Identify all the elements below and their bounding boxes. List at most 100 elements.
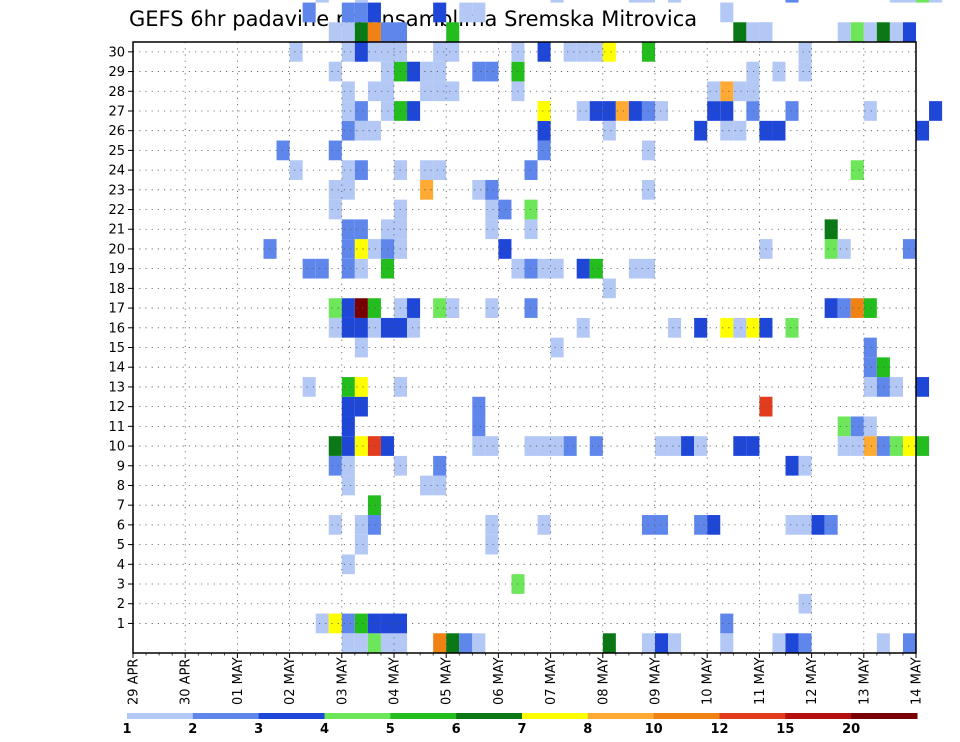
- heatmap-cell: [341, 455, 355, 476]
- heatmap-cell: [850, 160, 864, 180]
- heatmap-cell: [720, 101, 734, 121]
- heatmap-cell: [354, 42, 368, 62]
- heatmap-cell: [694, 120, 708, 141]
- heatmap-cell: [354, 317, 368, 338]
- heatmap-cell: [550, 258, 564, 279]
- heatmap-cell: [485, 61, 499, 82]
- heatmap-cell: [655, 515, 669, 535]
- heatmap-cell: [563, 42, 577, 62]
- colorbar-label: 6: [452, 722, 461, 737]
- heatmap-cell: [472, 396, 486, 417]
- heatmap-cell: [655, 436, 669, 456]
- y-tick-label: 28: [108, 85, 125, 100]
- colorbar-label: 4: [320, 722, 329, 737]
- heatmap-cell: [341, 396, 355, 417]
- heatmap-cell: [341, 416, 355, 437]
- heatmap-cell: [863, 22, 877, 42]
- heatmap-cell: [380, 633, 394, 653]
- heatmap-cell: [354, 22, 368, 42]
- x-tick-label: 03 MAY: [335, 657, 350, 705]
- heatmap-cell: [485, 298, 499, 318]
- heatmap-cell: [315, 0, 329, 3]
- heatmap-cell: [863, 357, 877, 378]
- heatmap-cell: [498, 199, 512, 220]
- colorbar-label: 7: [517, 722, 526, 737]
- heatmap-cell: [681, 436, 695, 456]
- heatmap-cell: [341, 2, 355, 23]
- heatmap-cell: [837, 416, 851, 437]
- y-tick-label: 23: [108, 183, 125, 198]
- heatmap-cell: [902, 436, 916, 456]
- heatmap-cell: [863, 298, 877, 318]
- heatmap-cell: [576, 258, 590, 279]
- heatmap-cell: [354, 219, 368, 240]
- heatmap-cell: [498, 239, 512, 259]
- heatmap-cell: [589, 258, 603, 279]
- y-axis-ticks: 1234567891011121314151617181920212223242…: [108, 45, 133, 632]
- heatmap-cell: [746, 22, 760, 42]
- heatmap-cell: [576, 317, 590, 338]
- heatmap-cell: [628, 0, 642, 3]
- heatmap-cell: [824, 219, 838, 240]
- heatmap-cell: [902, 239, 916, 259]
- y-tick-label: 7: [117, 499, 125, 514]
- heatmap-cell: [407, 298, 421, 318]
- heatmap-cell: [720, 317, 734, 338]
- heatmap-cell: [746, 101, 760, 121]
- x-tick-label: 08 MAY: [596, 657, 611, 705]
- heatmap-cell: [798, 633, 812, 653]
- heatmap-cell: [602, 120, 616, 141]
- heatmap-cell: [916, 436, 930, 456]
- heatmap-cell: [485, 436, 499, 456]
- y-tick-label: 15: [108, 341, 125, 356]
- heatmap-cell: [668, 0, 682, 3]
- heatmap-cell: [602, 101, 616, 121]
- heatmap-cell: [367, 239, 381, 259]
- heatmap-cell: [668, 317, 682, 338]
- heatmap-cell: [850, 416, 864, 437]
- heatmap-cell: [798, 593, 812, 614]
- y-tick-label: 17: [108, 302, 125, 317]
- y-tick-label: 9: [117, 459, 125, 474]
- y-tick-label: 29: [108, 65, 125, 80]
- x-axis-ticks: 29 APR 30 APR 01 MAY 02 MAY 03 MAY 04 MAY 05 M…: [127, 653, 925, 705]
- heatmap-cell: [367, 613, 381, 634]
- heatmap-cell: [824, 298, 838, 318]
- heatmap-cell: [407, 101, 421, 121]
- heatmap-cell: [641, 633, 655, 653]
- heatmap-cell: [341, 633, 355, 653]
- heatmap-cell: [889, 0, 903, 3]
- heatmap-cell: [328, 613, 342, 634]
- y-tick-label: 2: [117, 597, 125, 612]
- colorbar-swatch: [390, 713, 457, 719]
- heatmap-cell: [694, 317, 708, 338]
- heatmap-cell: [341, 179, 355, 200]
- colorbar-label: 2: [188, 722, 197, 737]
- heatmap-cell: [367, 2, 381, 23]
- heatmap-cell: [694, 436, 708, 456]
- x-tick-label: 09 MAY: [649, 657, 664, 705]
- heatmap-cell: [433, 2, 447, 23]
- heatmap-cell: [289, 160, 303, 180]
- heatmap-cell: [433, 61, 447, 82]
- heatmap-cell: [837, 436, 851, 456]
- heatmap-cell: [446, 633, 460, 653]
- heatmap-cell: [733, 436, 747, 456]
- heatmap-cell: [798, 61, 812, 82]
- heatmap-cell: [537, 258, 551, 279]
- heatmap-cell: [446, 81, 460, 102]
- heatmap-cell: [341, 120, 355, 141]
- heatmap-cell: [615, 101, 629, 121]
- heatmap-cell: [367, 42, 381, 62]
- heatmap-cell: [524, 160, 538, 180]
- heatmap-cell: [707, 101, 721, 121]
- heatmap-cell: [798, 455, 812, 476]
- heatmap-cell: [446, 22, 460, 42]
- heatmap-cell: [668, 436, 682, 456]
- colorbar-label: 5: [386, 722, 395, 737]
- heatmap-cell: [341, 475, 355, 496]
- x-tick-label: 07 MAY: [544, 657, 559, 705]
- y-tick-label: 18: [108, 282, 125, 297]
- x-tick-label: 14 MAY: [910, 657, 925, 705]
- heatmap-cell: [485, 199, 499, 220]
